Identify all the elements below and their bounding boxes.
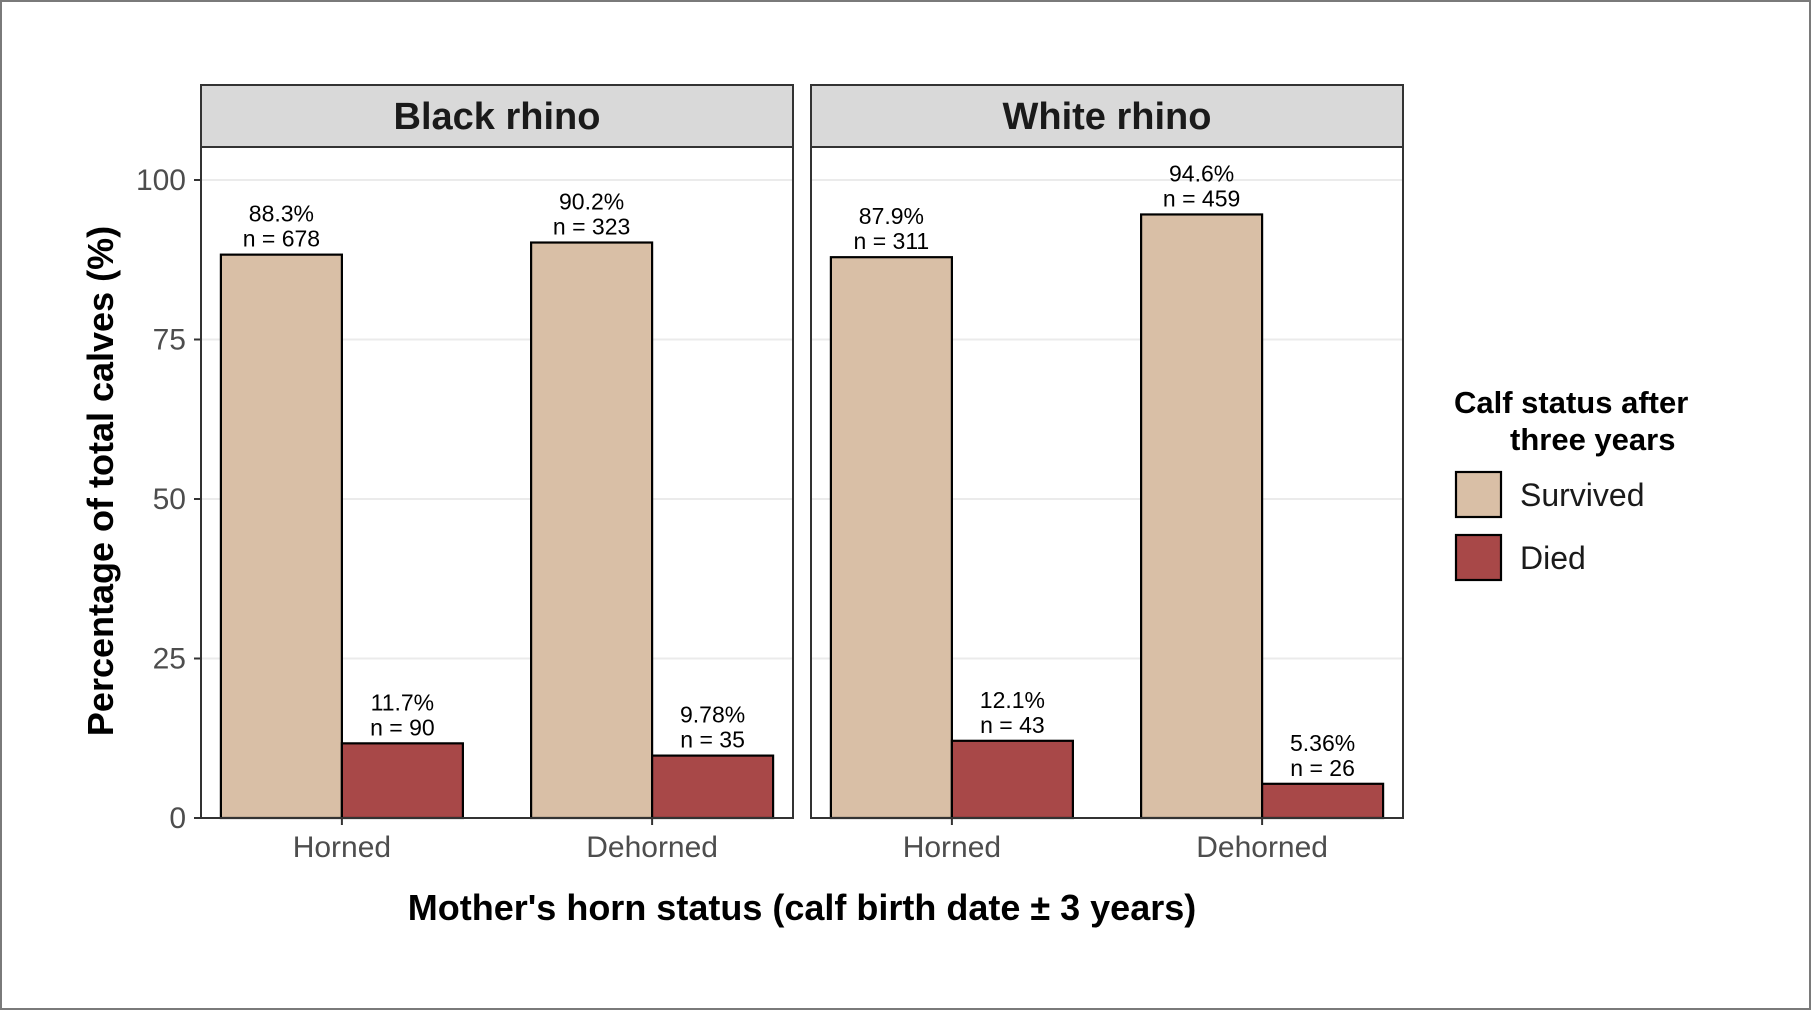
x-tick-label: Dehorned <box>586 831 718 864</box>
legend-label-died: Died <box>1520 540 1586 576</box>
y-tick-label: 100 <box>136 164 186 197</box>
legend-title-line-1: Calf status after <box>1454 385 1688 420</box>
bar-percent-label: 5.36% <box>1290 730 1355 756</box>
facet-strip <box>810 84 1404 148</box>
facet-strip <box>200 84 794 148</box>
bar-count-label: n = 678 <box>243 226 320 252</box>
bar-percent-label: 90.2% <box>559 189 624 215</box>
bar-percent-label: 88.3% <box>249 201 314 227</box>
x-axis-title: Mother's horn status (calf birth date ± … <box>408 887 1196 928</box>
bar-count-label: n = 26 <box>1290 755 1355 781</box>
facet-strip-label: White rhino <box>1003 96 1212 138</box>
bar-percent-label: 11.7% <box>371 689 435 715</box>
bar-died <box>651 754 775 820</box>
bar-count-label: n = 35 <box>680 727 745 753</box>
bar-survived <box>219 253 343 820</box>
legend-label-survived: Survived <box>1520 477 1645 513</box>
bar-count-label: n = 459 <box>1163 185 1240 211</box>
bar-survived <box>530 241 654 820</box>
legend-key-survived <box>1454 470 1503 519</box>
facet-strip-label: Black rhino <box>394 96 601 138</box>
bar-died <box>1261 782 1385 820</box>
bar-percent-label: 12.1% <box>980 687 1045 713</box>
bar-died <box>340 742 464 820</box>
panel-border <box>810 146 1404 819</box>
legend-key-died <box>1454 533 1503 582</box>
y-axis-title: Percentage of total calves (%) <box>80 226 121 736</box>
bar-percent-label: 87.9% <box>859 203 924 229</box>
bar-count-label: n = 323 <box>553 214 630 240</box>
bar-survived <box>1140 213 1264 820</box>
bar-count-label: n = 311 <box>854 228 930 254</box>
bar-count-label: n = 90 <box>370 714 435 740</box>
bar-percent-label: 9.78% <box>680 702 745 728</box>
x-tick-label: Horned <box>293 831 391 864</box>
x-tick-label: Dehorned <box>1196 831 1328 864</box>
legend-title-line-2: three years <box>1510 422 1675 457</box>
y-tick-label: 75 <box>153 324 186 357</box>
y-tick-label: 0 <box>169 802 186 835</box>
y-tick-label: 25 <box>153 643 186 676</box>
bar-count-label: n = 43 <box>980 712 1045 738</box>
bar-died <box>950 739 1074 820</box>
bar-survived <box>829 256 953 820</box>
panel-border <box>200 146 794 819</box>
y-tick-label: 50 <box>153 483 186 516</box>
bar-percent-label: 94.6% <box>1169 160 1234 186</box>
x-tick-label: Horned <box>903 831 1001 864</box>
